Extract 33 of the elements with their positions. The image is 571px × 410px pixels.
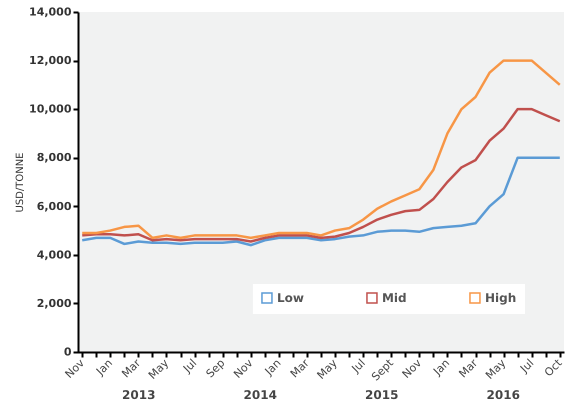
- legend-label: High: [484, 291, 516, 305]
- y-tick-label: 6,000: [36, 200, 72, 213]
- y-tick-label: 14,000: [29, 6, 72, 18]
- x-tick-label: Sep: [204, 356, 228, 380]
- x-tick-label: Oct: [542, 356, 566, 380]
- legend-label: Mid: [382, 291, 407, 305]
- line-series: [80, 156, 562, 246]
- x-tick-label: Jul: [348, 356, 368, 376]
- x-tick-label: Mar: [288, 356, 312, 380]
- text: 2014: [244, 388, 277, 402]
- y-tick-label: 12,000: [29, 54, 72, 68]
- text: 2013: [122, 388, 156, 402]
- x-tick-label: Jan: [430, 356, 452, 378]
- text: 2016: [486, 388, 520, 402]
- line-series: [80, 108, 562, 243]
- x-tick-label: Nov: [231, 356, 256, 381]
- legend-label: Low: [276, 291, 304, 305]
- y-axis-title: USD/TONNE: [15, 152, 26, 212]
- y-tick-label: 8,000: [36, 151, 72, 164]
- x-tick-label: Mar: [456, 356, 481, 380]
- x-tick-label: Nov: [62, 356, 88, 381]
- x-tick-label: Jul: [180, 356, 200, 376]
- x-tick-label: Jan: [262, 356, 284, 378]
- x-tick-label: Jan: [93, 356, 116, 378]
- line-series: [80, 59, 562, 240]
- y-tick-label: 10,000: [29, 102, 72, 116]
- x-tick-label: Mar: [119, 356, 144, 380]
- x-tick-label: Jul: [517, 356, 536, 376]
- x-tick-label: Nov: [400, 356, 424, 381]
- text: 2015: [365, 388, 398, 402]
- y-tick-label: 2,000: [36, 296, 72, 310]
- y-tick-label: 0: [64, 346, 72, 358]
- y-tick-label: 4,000: [36, 248, 72, 262]
